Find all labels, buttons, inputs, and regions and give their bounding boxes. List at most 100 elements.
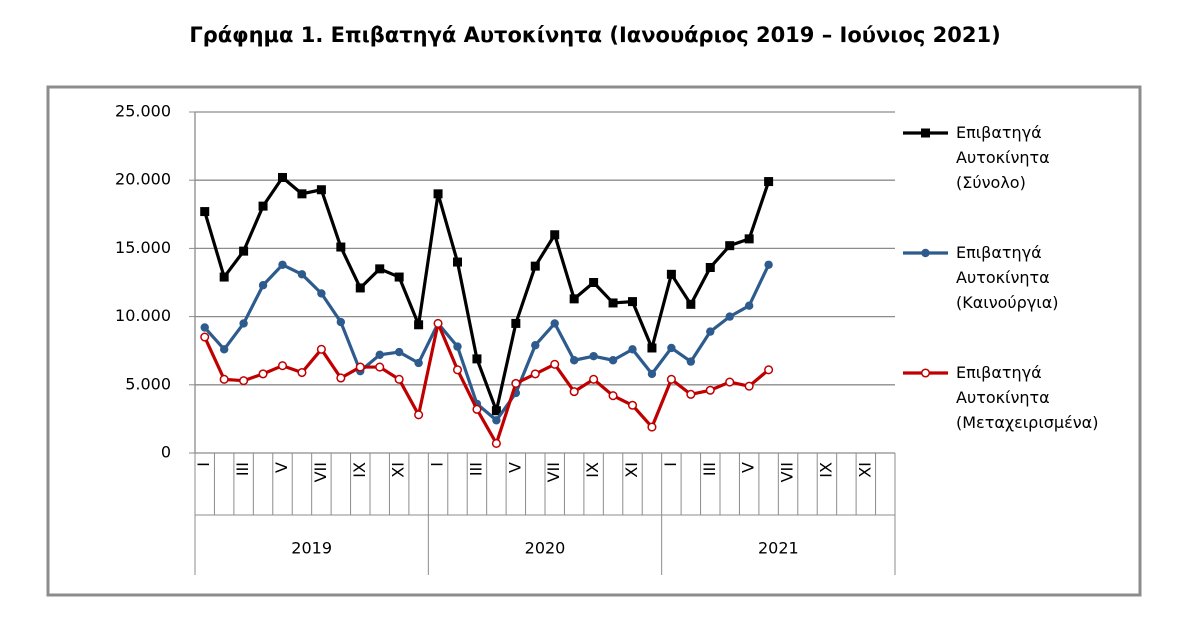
point [491,406,501,416]
point [647,343,657,353]
series-line [203,263,771,422]
point [452,365,463,375]
point [530,261,540,271]
x-tick-label: IX [583,462,602,478]
point [297,189,307,199]
point [686,299,696,309]
x-tick-label: V [505,462,524,473]
point [530,369,540,379]
point [219,272,229,282]
point [414,410,424,420]
series-line [203,175,771,413]
x-tick-label: V [272,462,291,473]
point [686,389,696,399]
point [453,342,462,351]
legend-marker [921,248,930,258]
point [511,318,521,328]
x-tick-label: III [233,462,252,476]
point [589,351,598,361]
point [278,172,287,182]
point [744,234,754,244]
point [627,400,638,410]
point [550,230,560,240]
point [492,416,501,425]
point [744,301,754,310]
point [336,317,346,327]
point [705,262,715,272]
point [531,341,540,350]
point [589,278,599,287]
point [589,374,599,384]
point [316,344,326,354]
x-group-label: 2021 [758,539,799,558]
point [375,264,385,274]
point [433,189,443,199]
point [706,327,715,336]
point [550,359,560,369]
x-tick-label: VII [311,462,330,482]
point [764,365,774,375]
point [258,201,268,211]
x-tick-label: III [700,462,719,476]
point [239,246,249,256]
point [336,373,346,383]
point [608,391,618,401]
x-tick-label: XI [389,462,408,478]
legend-marker [921,128,930,138]
point [725,241,735,251]
point [200,323,209,332]
point [628,297,637,307]
point [375,350,384,359]
point [239,376,249,386]
x-tick-label: I [661,462,680,467]
point [336,242,346,252]
legend-label: Επιβατηγά Αυτοκίνητα (Καινούργια) [956,243,1059,312]
x-group-label: 2019 [291,539,332,558]
point [414,320,424,330]
point [725,312,734,321]
x-tick-label: XI [855,462,874,478]
point [472,354,482,364]
point [725,377,735,387]
y-tick-label: 15.000 [115,238,171,257]
point [764,177,774,187]
point [569,387,579,397]
x-tick-label: IX [350,462,369,478]
x-tick-label: III [466,462,485,476]
point [453,257,462,267]
point [608,298,618,308]
point [433,318,443,328]
point [491,438,501,449]
point [297,270,307,279]
x-tick-label: VII [544,462,563,482]
point [317,289,326,298]
y-tick-label: 10.000 [115,306,171,325]
point [258,281,268,290]
x-tick-label: XI [622,462,641,478]
y-tick-label: 20.000 [115,170,171,189]
point [414,358,423,368]
legend-label: Επιβατηγά Αυτοκίνητα (Σύνολο) [956,123,1050,192]
point [705,385,715,395]
y-tick-label: 25.000 [115,102,171,121]
legend-label: Επιβατηγά Αυτοκίνητα (Μεταχειρισμένα) [956,363,1099,432]
point [511,378,521,388]
x-tick-label: I [428,462,447,467]
point [666,374,676,384]
legend-marker [920,368,931,378]
x-tick-label: IX [816,462,835,478]
point [394,347,404,357]
point [608,356,618,365]
point [764,260,773,269]
point [647,369,657,379]
point [277,361,288,371]
chart-frame [46,85,1142,597]
point [569,356,579,365]
chart-title: Γράφημα 1. Επιβατηγά Αυτοκίνητα (Ιανουάρ… [189,23,1000,47]
y-tick-label: 5.000 [125,374,171,393]
point [239,319,248,328]
x-group-label: 2020 [525,539,566,558]
y-tick-label: 0 [161,443,171,462]
